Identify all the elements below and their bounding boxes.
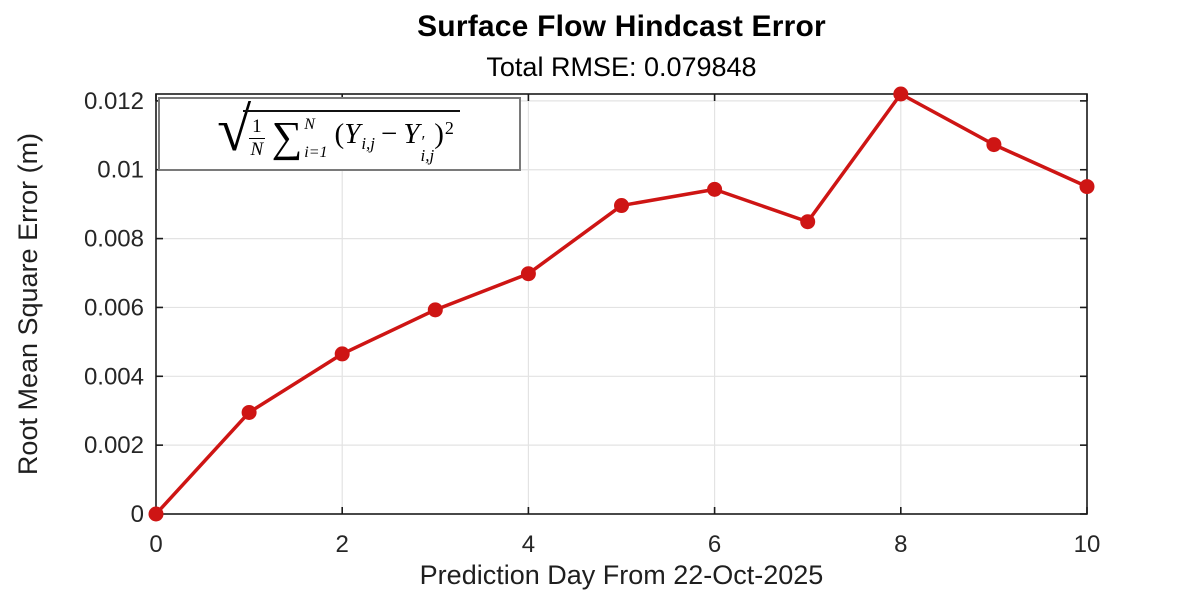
data-point-marker [520,266,536,282]
y-tick-label: 0.008 [84,226,144,253]
y-tick-label: 0 [131,501,144,528]
close-paren: ) [434,118,444,151]
data-point-marker [893,86,909,102]
data-point-marker [241,404,257,420]
data-point-marker [614,198,629,214]
x-axis-label: Prediction Day From 22-Oct-2025 [419,560,824,590]
data-point-marker [334,346,350,362]
prime-and-subscript: ′ i,j [420,132,435,165]
summation: ∑ N i=1 [271,114,328,162]
variable-y: Y [344,118,361,151]
axes-box [155,93,1088,515]
summation-lower-limit: i=1 [304,143,328,161]
prime-mark: ′ [420,132,425,152]
data-point-marker [707,181,723,197]
data-point-marker [427,302,443,318]
fraction-denominator: N [250,139,264,160]
chart-subtitle: Total RMSE: 0.079848 [486,52,757,82]
x-tick-label: 0 [149,531,162,558]
x-tick-label: 4 [522,531,535,558]
summation-upper-limit: N [304,115,315,133]
exponent-2: 2 [444,118,454,139]
data-point-marker [986,137,1002,153]
data-point-marker [800,214,816,230]
subscript-ij: i,j [420,146,435,165]
formula-fraction: 1 N [249,117,265,160]
x-tick-label: 6 [708,531,721,558]
x-tick-label: 8 [894,531,907,558]
chart-title: Surface Flow Hindcast Error [417,10,826,43]
variable-y-prime: Y [403,118,420,151]
y-tick-label: 0.004 [84,363,144,390]
y-tick-label: 0.002 [84,432,144,459]
open-paren: ( [334,118,345,151]
x-tick-label: 2 [336,531,349,558]
y-tick-label: 0.006 [84,294,144,321]
y-tick-label: 0.01 [97,157,144,184]
x-tick-label: 10 [1074,531,1101,558]
summation-limits: N i=1 [304,115,328,161]
y-tick-label: 0.012 [84,88,144,115]
subscript-ij: i,j [361,134,376,154]
data-point-marker [1079,179,1095,195]
minus-sign: − [381,118,398,151]
data-point-marker [148,506,164,522]
y-axis-label: Root Mean Square Error (m) [13,132,43,476]
sigma-icon: ∑ [271,114,303,162]
fraction-numerator: 1 [249,117,265,139]
